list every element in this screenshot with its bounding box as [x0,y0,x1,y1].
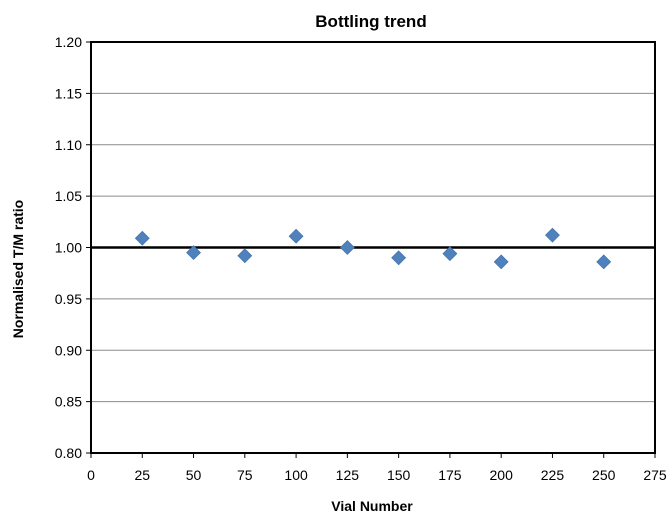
data-point [134,230,150,246]
data-point [493,254,509,270]
y-tick-label: 0.90 [55,342,82,358]
x-tick-label: 50 [186,467,202,483]
y-axis-label: Normalised T/M ratio [10,200,26,338]
data-point [545,227,560,243]
y-tick-label: 1.00 [55,240,82,256]
y-axis-tick-labels: 0.80 0.85 0.90 0.95 1.00 1.05 1.10 1.15 1.20 [55,34,82,461]
y-tick-label: 1.05 [55,188,82,204]
data-point [288,228,304,244]
x-tick-label: 250 [592,467,616,483]
data-point [237,248,253,264]
y-tick-label: 0.85 [55,394,82,410]
y-tick-label: 0.95 [55,291,82,307]
data-point [339,240,355,255]
y-tick-label: 1.20 [55,34,82,50]
x-tick-label: 0 [87,467,95,483]
data-point [442,246,458,262]
data-point [596,254,612,270]
x-tick-label: 275 [643,467,667,483]
x-axis-label: Vial Number [331,498,413,514]
x-tick-label: 150 [387,467,411,483]
y-tick-label: 1.10 [55,137,82,153]
x-tick-label: 75 [237,467,253,483]
x-tick-label: 100 [284,467,308,483]
x-tick-label: 175 [438,467,462,483]
chart-title: Bottling trend [315,12,426,31]
x-tick-label: 25 [134,467,150,483]
x-tick-label: 225 [541,467,565,483]
x-tick-label: 200 [490,467,514,483]
x-axis-tick-labels: 0 25 50 75 100 125 150 175 200 225 250 275 [87,467,667,483]
data-points [134,227,612,270]
x-tick-label: 125 [336,467,360,483]
y-tick-label: 0.80 [55,445,82,461]
data-point [186,245,201,261]
axis-ticks [86,41,656,458]
data-point [391,250,407,266]
y-tick-label: 1.15 [55,85,82,101]
